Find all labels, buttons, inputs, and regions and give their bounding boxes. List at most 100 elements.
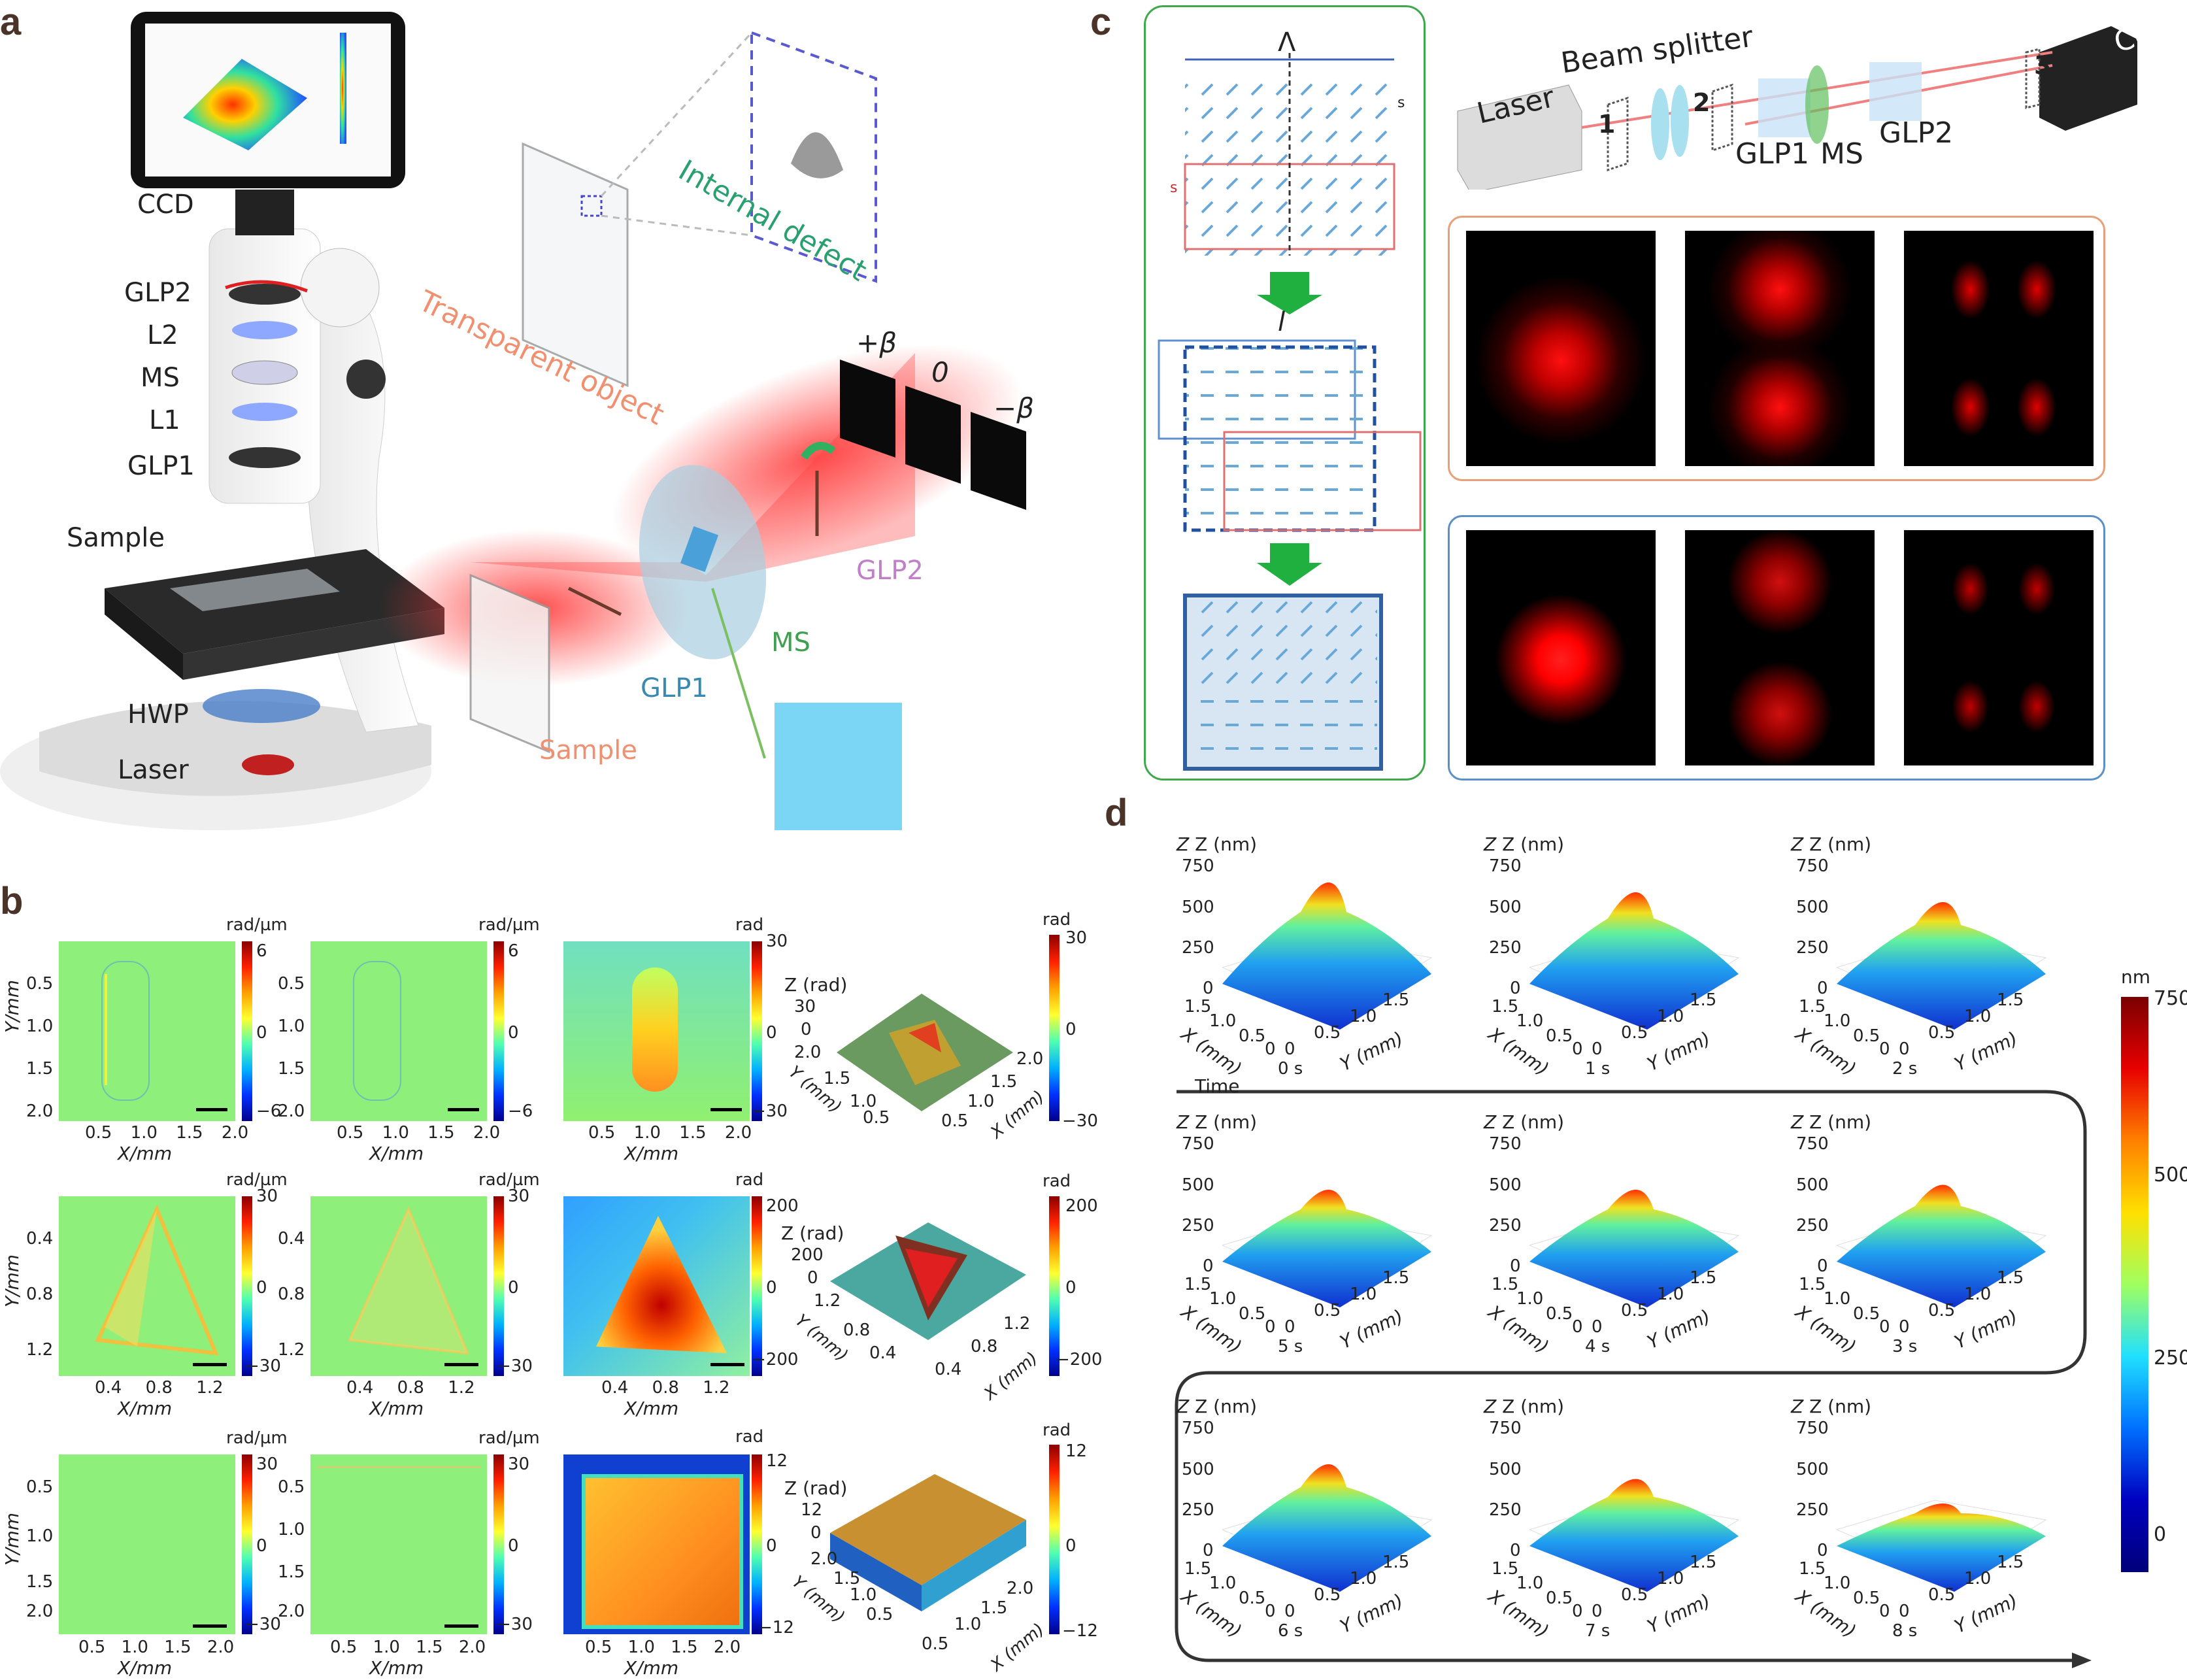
cb-tick: −200: [752, 1350, 799, 1369]
cb-tick: 0: [766, 1023, 777, 1043]
y-tick: 0: [1592, 1317, 1603, 1337]
y-tick: 1.0: [1657, 1285, 1684, 1304]
y-tick: 0.5: [1621, 1585, 1648, 1605]
y-tick: 1.0: [1657, 1007, 1684, 1026]
cb-unit: rad: [1043, 1171, 1071, 1191]
cb-tick: −30: [1062, 1111, 1098, 1131]
y3d-tick: 0.8: [843, 1320, 871, 1340]
label-ccd: CCD: [137, 190, 194, 220]
z-axis-label: Z Z (nm): [1484, 1396, 1565, 1417]
ytick: 0.5: [278, 1477, 305, 1497]
label-sample-beam: Sample: [539, 735, 637, 765]
x3d-tick: 1.0: [954, 1615, 982, 1634]
cb-tick: −12: [758, 1618, 794, 1638]
label-ms-beam: MS: [771, 628, 810, 658]
x-tick: 0: [1572, 1039, 1583, 1059]
cb-unit: rad/µm: [478, 915, 540, 935]
x3d-tick: 0.5: [941, 1111, 969, 1131]
ytick: 0.5: [26, 974, 54, 994]
z-axis-label: Z Z (nm): [1791, 1396, 1872, 1417]
x-tick: 0.5: [1239, 1304, 1266, 1324]
panel-a-illustration: [0, 0, 1059, 869]
label-ms: MS: [141, 363, 180, 393]
time-arrows: [1175, 1090, 2092, 1668]
cb-tick: 30: [256, 1186, 278, 1206]
surface-mesh: [1529, 1479, 1740, 1592]
surface-plot: Z Z (nm) 750 500 250 0 1.5 1.0 0.5 0 X (mm) 0 0.5 1.…: [1477, 833, 1765, 1095]
cb-tick: 30: [1065, 928, 1088, 948]
y-tick: 0.5: [1928, 1585, 1956, 1605]
surface-plot: Z Z (nm) 750 500 250 0 1.5 1.0 0.5 0 X (mm) 0 0.5 1.…: [1784, 1396, 2072, 1657]
cb-tick: 30: [508, 1454, 530, 1474]
y3d-tick: 1.0: [850, 1092, 877, 1111]
z-axis-label: Z Z (nm): [1177, 1396, 1258, 1417]
z-tick: 0: [1817, 979, 1828, 998]
y-tick: 1.5: [1382, 990, 1410, 1010]
x-tick: 0: [1879, 1039, 1890, 1059]
colorbar-tick: 500: [2154, 1164, 2187, 1186]
time-stamp: 6 s: [1278, 1621, 1303, 1641]
ytick: 1.0: [26, 1526, 54, 1546]
colorbar-tick: 0: [2154, 1523, 2167, 1546]
z-tick: 250: [1489, 1500, 1522, 1520]
z-tick: 750: [1489, 856, 1522, 876]
z-tick: 250: [1796, 1500, 1829, 1520]
y-tick: 1.5: [1382, 1268, 1410, 1288]
z-tick: 0: [1510, 1541, 1521, 1560]
cb-tick: −30: [245, 1615, 281, 1634]
y3d-tick: 0.4: [869, 1343, 897, 1363]
label-zero: 0: [931, 356, 949, 388]
z-tick: 750: [1182, 856, 1214, 876]
z-tick: 750: [1182, 1134, 1214, 1154]
xlabel: X/mm: [369, 1398, 424, 1419]
cb-unit: rad/µm: [226, 915, 288, 935]
z-tick: 250: [1796, 1216, 1829, 1235]
cb-tick: −30: [752, 1101, 788, 1121]
ylabel-row3: Y/mm: [1, 1512, 23, 1566]
y-tick: 1.0: [1350, 1007, 1377, 1026]
surface-mesh: [1837, 1500, 2047, 1592]
map-phase: [563, 941, 750, 1121]
map-grad-x: [59, 1196, 235, 1376]
y-tick: 0: [1284, 1602, 1295, 1621]
ylabel-row2: Y/mm: [1, 1254, 23, 1307]
y-tick: 1.5: [1997, 1268, 2024, 1288]
x-tick: 1.0: [1209, 1289, 1237, 1309]
time-stamp: 1 s: [1585, 1059, 1611, 1079]
z-label: Z (rad): [784, 1477, 848, 1499]
z-tick: 500: [1796, 1175, 1829, 1195]
y-tick: 1.5: [1997, 990, 2024, 1010]
x3d-tick: 2.0: [1016, 1049, 1044, 1069]
y3d-tick: 0.5: [866, 1605, 893, 1624]
ytick: 1.5: [26, 1572, 54, 1592]
cb-tick: 0: [766, 1278, 777, 1298]
z-tick: 30: [794, 997, 816, 1016]
spot-image: [1466, 530, 1656, 765]
surface-plot: Z Z (nm) 750 500 250 0 1.5 1.0 0.5 0 X (mm) 0 0.5 1.…: [1477, 1111, 1765, 1373]
cb-tick: 0: [508, 1536, 519, 1556]
cb-tick: −200: [1056, 1350, 1103, 1369]
cb-unit: rad: [1043, 910, 1071, 930]
microscope-scene: [0, 12, 1026, 830]
time-label: Time: [1195, 1075, 1240, 1097]
z-tick: 500: [1182, 1460, 1214, 1479]
colorbar-grad-2: [493, 941, 504, 1121]
label-plus-beta: +β: [856, 327, 897, 359]
cb-tick: 0: [1065, 1020, 1077, 1039]
x-tick: 0.5: [1546, 1588, 1573, 1608]
colorbar-tick: 250: [2154, 1347, 2187, 1369]
y3d-tick: 2.0: [810, 1549, 838, 1569]
surface-mesh: [1529, 1190, 1740, 1307]
time-stamp: 7 s: [1585, 1621, 1611, 1641]
y-tick: 1.5: [1997, 1553, 2024, 1572]
panel-b-row-2: Y/mm 0.4 0.8 1.2 rad/µm 30 0 −30 0.4 0.8…: [0, 1157, 1124, 1419]
colorbar-phase: [752, 1454, 762, 1634]
spot-image: [1685, 530, 1875, 765]
x3d-tick: 1.0: [967, 1092, 995, 1111]
surface-plot: Z Z (nm) 750 500 250 0 1.5 1.0 0.5 0 X (mm) 0 0.5 1.…: [1477, 1396, 1765, 1657]
xticks: 0.5 1.0 1.5 2.0: [330, 1638, 486, 1657]
panel-b-row-1: Y/mm 0.5 1.0 1.5 2.0 rad/µm 6 0 −6 0.5 1…: [0, 902, 1124, 1164]
x3d-tick: 1.2: [1003, 1314, 1031, 1334]
colorbar-grad-1: [242, 941, 252, 1121]
y-tick: 0.5: [1314, 1023, 1341, 1043]
